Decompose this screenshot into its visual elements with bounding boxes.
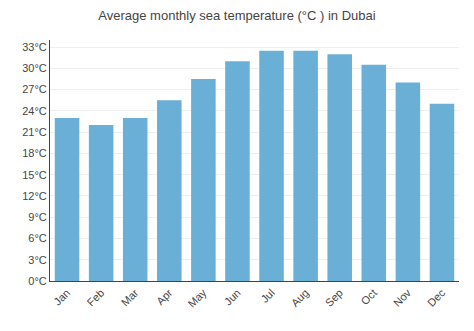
svg-text:Jul: Jul [258, 287, 276, 305]
svg-text:0°C: 0°C [28, 275, 47, 287]
svg-text:9°C: 9°C [28, 211, 47, 223]
svg-text:Apr: Apr [154, 286, 175, 307]
svg-text:Jan: Jan [51, 287, 72, 308]
svg-text:Dec: Dec [425, 286, 448, 309]
svg-text:27°C: 27°C [22, 83, 47, 95]
svg-text:Sep: Sep [323, 287, 345, 309]
svg-text:18°C: 18°C [22, 147, 47, 159]
svg-text:Aug: Aug [289, 287, 311, 309]
svg-text:30°C: 30°C [22, 62, 47, 74]
svg-text:15°C: 15°C [22, 169, 47, 181]
svg-text:21°C: 21°C [22, 126, 47, 138]
svg-text:6°C: 6°C [28, 232, 47, 244]
svg-text:12°C: 12°C [22, 190, 47, 202]
svg-text:24°C: 24°C [22, 105, 47, 117]
svg-text:May: May [186, 286, 210, 310]
svg-text:Oct: Oct [358, 287, 379, 308]
svg-text:33°C: 33°C [22, 41, 47, 53]
svg-text:Jun: Jun [222, 287, 243, 308]
svg-text:3°C: 3°C [28, 254, 47, 266]
svg-text:Feb: Feb [85, 287, 107, 309]
svg-text:Nov: Nov [391, 286, 414, 309]
svg-text:Mar: Mar [119, 286, 141, 308]
svg-text:Average monthly sea temperatur: Average monthly sea temperature (°C ) in… [98, 8, 375, 23]
